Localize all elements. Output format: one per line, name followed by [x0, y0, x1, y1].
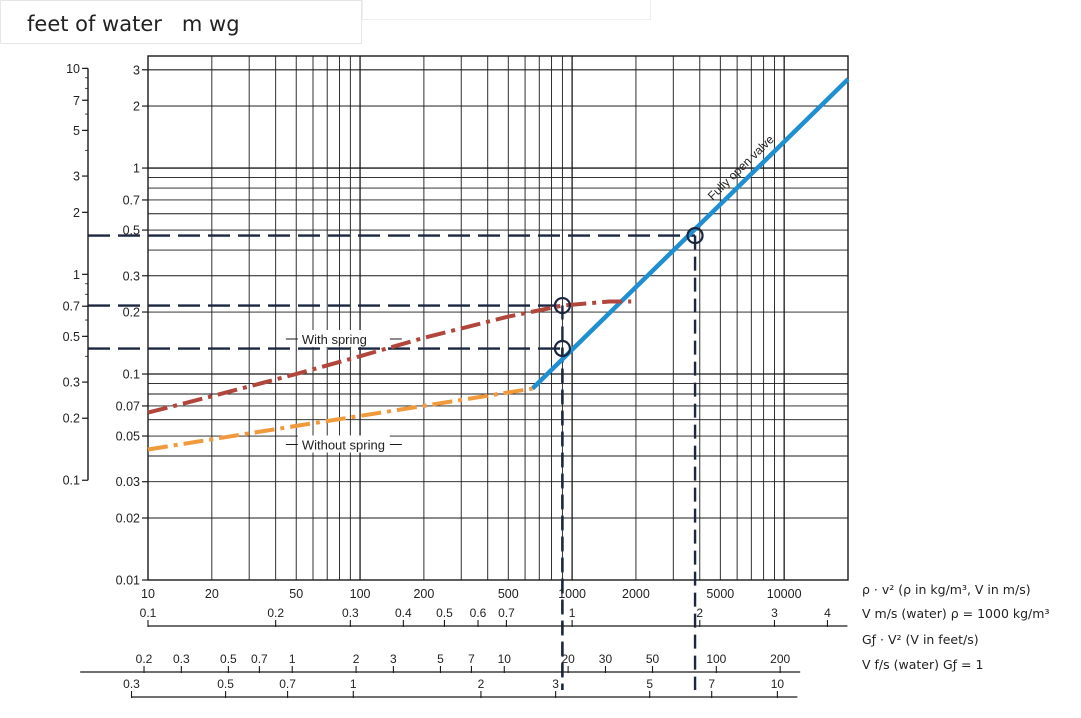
- x-tick-label-velocity-ms: 2: [696, 606, 703, 620]
- x-tick-label-rho-v2: 5000: [706, 587, 734, 601]
- chart-grid: [147, 55, 849, 581]
- x-tick-label-velocity-fs: 5: [646, 677, 653, 691]
- y-tick-label-m-wg: 0.05: [116, 430, 140, 444]
- x-tick-label-velocity-fs: 0.5: [217, 677, 234, 691]
- series-label-backdrop: [297, 435, 390, 453]
- y-tick-label-m-wg: 0.03: [116, 475, 140, 489]
- y-tick-label-m-wg: 0.2: [123, 306, 140, 320]
- series-label-backdrop: [297, 329, 390, 347]
- x-tick-label-velocity-ms: 0.2: [267, 606, 284, 620]
- y-tick-label-m-wg: 0.01: [116, 574, 140, 588]
- x-axis-label-gf-v2: Gƒ · V² (V in feet/s): [862, 632, 979, 647]
- x-axis-label-rho-v2: ρ · v² (ρ in kg/m³, V in m/s): [862, 582, 1031, 597]
- x-tick-label-velocity-fs: 1: [350, 677, 357, 691]
- x-tick-label-gf-v2: 20: [561, 652, 575, 666]
- x-tick-label-gf-v2: 0.5: [220, 652, 237, 666]
- y-tick-label-feet: 0.1: [63, 474, 80, 488]
- x-tick-label-rho-v2: 200: [413, 587, 434, 601]
- y-tick-label-m-wg: 2: [133, 100, 140, 114]
- y-tick-label-feet: 5: [73, 124, 80, 138]
- x-tick-label-velocity-fs: 0.3: [123, 677, 140, 691]
- x-axis-label-velocity-ms: V m/s (water) ρ = 1000 kg/m³: [862, 606, 1050, 621]
- x-tick-label-rho-v2: 10000: [767, 587, 802, 601]
- y-tick-label-m-wg: 0.07: [116, 399, 140, 413]
- x-tick-label-velocity-fs: 10: [771, 677, 785, 691]
- units-label: feet of water m wg: [27, 12, 240, 36]
- x-tick-label-velocity-ms: 3: [771, 606, 778, 620]
- chart-axes: 0.01 0.02 0.03 0.05 0.07 0.1 0.2 0.3 0.5 0.7 1 2 3 0.…: [63, 62, 848, 698]
- x-tick-label-gf-v2: 0.2: [136, 652, 153, 666]
- series-line-fully-open-valve: [530, 77, 850, 391]
- x-tick-label-gf-v2: 3: [390, 652, 397, 666]
- x-tick-label-velocity-fs: 3: [552, 677, 559, 691]
- x-tick-label-velocity-fs: 0.7: [279, 677, 296, 691]
- x-tick-label-gf-v2: 30: [599, 652, 613, 666]
- x-tick-label-velocity-ms: 0.3: [342, 606, 359, 620]
- y-tick-label-m-wg: 0.1: [123, 368, 140, 382]
- series-line-with-spring: [147, 299, 632, 415]
- x-tick-label-rho-v2: 10: [141, 587, 155, 601]
- x-tick-label-velocity-ms: 0.5: [436, 606, 453, 620]
- x-tick-label-rho-v2: 20: [205, 587, 219, 601]
- x-tick-label-rho-v2: 50: [289, 587, 303, 601]
- y-tick-label-feet: 10: [66, 62, 80, 76]
- x-tick-label-velocity-ms: 0.7: [498, 606, 515, 620]
- x-tick-label-gf-v2: 1: [289, 652, 296, 666]
- y-tick-label-feet: 0.3: [63, 376, 80, 390]
- series-label-with-spring: With spring: [302, 332, 367, 347]
- y-tick-label-m-wg: 3: [133, 63, 140, 77]
- y-tick-label-feet: 7: [73, 94, 80, 108]
- y-tick-label-m-wg: 0.3: [123, 269, 140, 283]
- x-tick-label-rho-v2: 100: [350, 587, 371, 601]
- y-tick-label-feet: 0.5: [63, 330, 80, 344]
- x-tick-label-velocity-fs: 2: [478, 677, 485, 691]
- y-tick-label-feet: 0.7: [63, 300, 80, 314]
- y-tick-label-feet: 3: [73, 170, 80, 184]
- x-tick-label-velocity-ms: 0.6: [470, 606, 487, 620]
- plot-frame: [147, 55, 849, 581]
- x-tick-label-gf-v2: 100: [706, 652, 726, 666]
- x-tick-label-velocity-ms: 0.1: [140, 606, 157, 620]
- x-tick-label-gf-v2: 10: [498, 652, 512, 666]
- y-tick-label-feet: 0.2: [63, 412, 80, 426]
- x-tick-label-gf-v2: 200: [770, 652, 790, 666]
- x-tick-label-rho-v2: 500: [498, 587, 519, 601]
- operating-point-marker: [686, 226, 704, 245]
- y-tick-label-feet: 1: [73, 268, 80, 282]
- y-tick-label-m-wg: 1: [133, 162, 140, 176]
- x-tick-label-gf-v2: 5: [437, 652, 444, 666]
- x-tick-label-rho-v2: 2000: [622, 587, 650, 601]
- operating-point-marker: [553, 339, 572, 358]
- x-tick-label-velocity-ms: 4: [824, 606, 831, 620]
- y-tick-label-feet: 2: [73, 206, 80, 220]
- chart-series: [147, 77, 850, 452]
- x-tick-label-gf-v2: 50: [646, 652, 660, 666]
- series-line-without-spring: [147, 386, 533, 452]
- x-tick-label-gf-v2: 0.3: [173, 652, 190, 666]
- series-label-without-spring: Without spring: [302, 437, 385, 452]
- header-strip: [362, 0, 651, 20]
- y-tick-label-m-wg: 0.02: [116, 511, 140, 525]
- x-tick-label-rho-v2: 1000: [558, 587, 586, 601]
- operating-point-marker: [553, 296, 572, 315]
- x-axis-label-velocity-fs: V f/s (water) Gƒ = 1: [862, 657, 984, 672]
- x-tick-label-gf-v2: 0.7: [251, 652, 268, 666]
- x-tick-label-velocity-ms: 1: [569, 606, 576, 620]
- y-tick-label-m-wg: 0.7: [123, 193, 140, 207]
- y-tick-label-m-wg: 0.5: [123, 224, 140, 238]
- units-header-box: feet of water m wg: [0, 0, 362, 44]
- reference-lines: [88, 234, 697, 690]
- x-tick-label-velocity-ms: 0.4: [395, 606, 412, 620]
- x-tick-label-gf-v2: 2: [353, 652, 360, 666]
- x-tick-label-velocity-fs: 7: [708, 677, 715, 691]
- x-tick-label-gf-v2: 7: [468, 652, 475, 666]
